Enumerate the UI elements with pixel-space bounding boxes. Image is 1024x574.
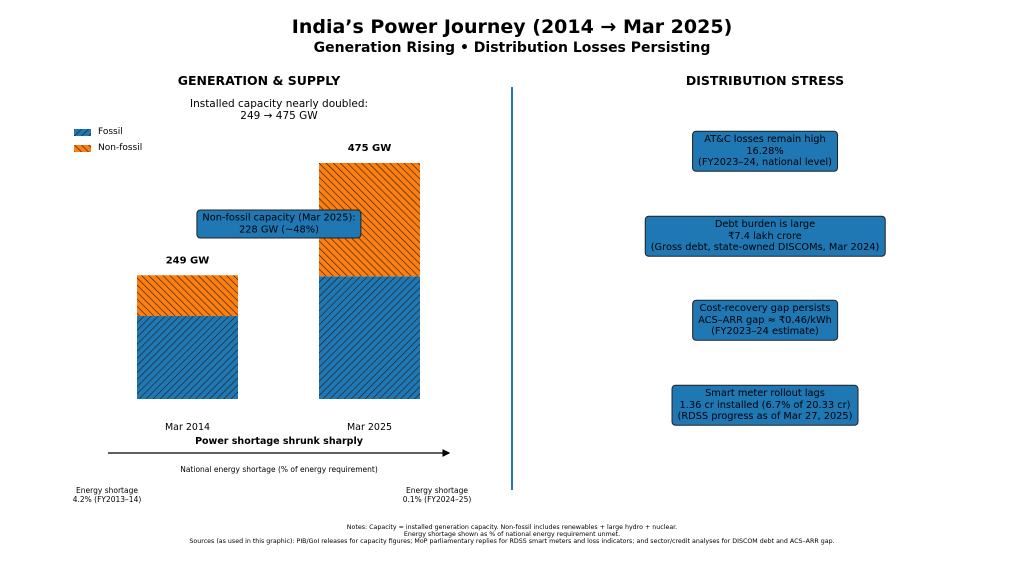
- bar-fossil-1: [319, 276, 420, 399]
- shortage-end-label: Energy shortage: [406, 486, 468, 495]
- left-heading: GENERATION & SUPPLY: [177, 73, 341, 88]
- legend-item-fossil: Fossil: [74, 124, 142, 140]
- shortage-end-value: 0.1% (FY2024–25): [402, 494, 472, 504]
- box-line: 16.28%: [746, 145, 784, 157]
- legend-swatch-fossil: [74, 128, 91, 136]
- shortage-start-value: 4.2% (FY2013–14): [72, 494, 142, 504]
- box-line: (RDSS progress as of Mar 27, 2025): [677, 410, 853, 422]
- atc-losses-box: AT&C losses remain high 16.28% (FY2023–2…: [692, 130, 838, 172]
- right-heading: DISTRIBUTION STRESS: [685, 73, 845, 88]
- callout-line: Non-fossil capacity (Mar 2025):: [202, 212, 356, 224]
- legend-item-non-fossil: Non-fossil: [74, 140, 142, 156]
- shortage-axis-label: National energy shortage (% of energy re…: [180, 465, 378, 474]
- box-line: 1.36 cr installed (6.7% of 20.33 cr): [679, 399, 851, 411]
- cost-recovery-box: Cost-recovery gap persists ACS–ARR gap ≈…: [692, 299, 838, 341]
- non-fossil-callout: Non-fossil capacity (Mar 2025): 228 GW (…: [196, 209, 362, 239]
- smart-meter-box: Smart meter rollout lags 1.36 cr install…: [671, 384, 859, 426]
- bar-fossil-0: [137, 316, 238, 399]
- debt-burden-box: Debt burden is large ₹7.4 lakh crore (Gr…: [644, 215, 886, 257]
- callout-line: 228 GW (~48%): [239, 224, 319, 235]
- caption-line: Installed capacity nearly doubled:: [189, 98, 369, 110]
- box-line: (FY2023–24, national level): [698, 156, 832, 168]
- chart-subtitle: Generation Rising • Distribution Losses …: [313, 40, 711, 56]
- notes-line: Energy shortage shown as % of national e…: [403, 531, 621, 538]
- bar-non-fossil-0: [137, 275, 238, 317]
- capacity-caption: Installed capacity nearly doubled: 249 →…: [190, 98, 368, 122]
- box-line: Debt burden is large: [714, 218, 816, 230]
- box-line: ₹7.4 lakh crore: [728, 230, 802, 242]
- box-line: (Gross debt, state-owned DISCOMs, Mar 20…: [650, 241, 880, 253]
- bar-total-label: 249 GW: [166, 255, 210, 266]
- legend: Fossil Non-fossil: [74, 124, 142, 156]
- shortage-start: Energy shortage 4.2% (FY2013–14): [72, 486, 142, 504]
- box-line: AT&C losses remain high: [704, 133, 826, 145]
- box-line: Cost-recovery gap persists: [699, 302, 831, 314]
- caption-line: 249 → 475 GW: [240, 110, 318, 122]
- shortage-title: Power shortage shrunk sharply: [195, 436, 363, 447]
- notes-line: Sources (as used in this graphic): PIB/G…: [189, 538, 835, 545]
- notes: Notes: Capacity = installed generation c…: [189, 524, 834, 545]
- category-label: Mar 2025: [347, 422, 392, 433]
- bar-total-label: 475 GW: [348, 143, 392, 154]
- shortage-end: Energy shortage 0.1% (FY2024–25): [402, 486, 472, 504]
- category-label: Mar 2014: [165, 422, 210, 433]
- section-divider: [511, 87, 513, 490]
- legend-label: Fossil: [98, 127, 123, 137]
- box-line: (FY2023–24 estimate): [711, 325, 819, 337]
- shortage-start-label: Energy shortage: [76, 486, 138, 495]
- legend-label: Non-fossil: [98, 143, 143, 153]
- notes-line: Notes: Capacity = installed generation c…: [346, 524, 678, 531]
- legend-swatch-non-fossil: [74, 144, 91, 152]
- box-line: Smart meter rollout lags: [705, 387, 825, 399]
- box-line: ACS–ARR gap ≈ ₹0.46/kWh: [698, 314, 832, 326]
- chart-title: India’s Power Journey (2014 → Mar 2025): [291, 16, 733, 38]
